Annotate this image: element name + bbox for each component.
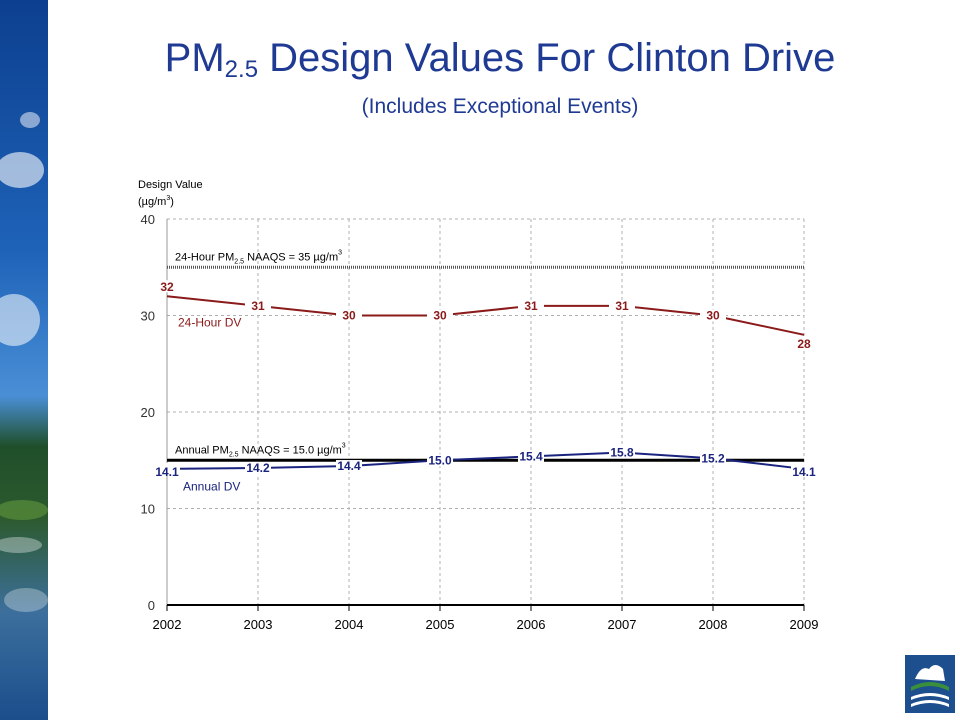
y-tick-label: 40 <box>141 212 155 227</box>
data-label: 14.2 <box>246 461 270 475</box>
x-tick-label: 2004 <box>335 617 364 632</box>
data-label-bg <box>427 454 453 467</box>
y-axis-label-line1: Design Value <box>138 179 203 191</box>
data-label: 15.8 <box>610 446 634 460</box>
standard-label-part: Annual PM <box>175 444 229 456</box>
decorative-side-strip <box>0 0 48 720</box>
title-subscript: 2.5 <box>224 56 259 83</box>
data-label-bg <box>336 309 362 322</box>
y-tick-label: 20 <box>141 405 155 420</box>
data-label-bg <box>791 462 817 475</box>
standard-label-part: 3 <box>342 442 346 449</box>
standard-label-annual: Annual PM2.5 NAAQS = 15.0 µg/m3 <box>175 442 346 458</box>
data-label: 31 <box>615 299 629 313</box>
title-suffix: Design Values For Clinton Drive <box>258 36 836 80</box>
standard-label-part: 24-Hour PM <box>175 251 234 263</box>
data-label-bg <box>518 299 544 312</box>
data-label-bg <box>700 452 726 465</box>
data-label: 14.1 <box>155 465 179 479</box>
data-label: 31 <box>251 299 265 313</box>
page-title: PM2.5 Design Values For Clinton Drive <box>60 34 940 94</box>
data-label: 15.2 <box>701 451 725 465</box>
y-tick-label: 0 <box>148 598 155 613</box>
data-label-bg <box>427 309 453 322</box>
y-axis-label-line2: (µg/m3) <box>138 195 174 208</box>
standard-label-part: 3 <box>338 249 342 256</box>
data-label: 15.4 <box>519 449 543 463</box>
data-label: 14.1 <box>792 465 816 479</box>
title-block: PM2.5 Design Values For Clinton Drive (I… <box>60 34 940 120</box>
legend-annual-dv: Annual DV <box>183 479 240 493</box>
data-label-bg <box>791 336 817 349</box>
data-label-bg <box>245 299 271 312</box>
axis-layer: 0 10 20 30 40 2002 2003 2004 2005 2006 2007 2008 200… <box>141 212 819 632</box>
x-tick-label: 2002 <box>153 617 182 632</box>
y-tick-label: 30 <box>141 309 155 324</box>
data-label: 14.4 <box>337 459 361 473</box>
grid-layer <box>167 218 805 605</box>
data-label: 30 <box>342 309 356 323</box>
x-tick-label: 2006 <box>517 617 546 632</box>
series-line-24hour <box>166 295 805 336</box>
data-label-bg <box>154 462 180 475</box>
series-line-annual <box>166 451 805 470</box>
x-tick-label: 2008 <box>699 617 728 632</box>
standard-label-24hour: 24-Hour PM2.5 NAAQS = 35 µg/m3 <box>175 249 342 265</box>
data-label: 32 <box>160 280 174 294</box>
standard-label-part: 2.5 <box>234 258 244 265</box>
title-prefix: PM <box>164 36 225 80</box>
data-label-bg <box>609 446 635 459</box>
x-tick-label: 2003 <box>244 617 273 632</box>
y-axis-label-prefix: (µg/m <box>138 196 166 208</box>
data-label: 30 <box>433 309 447 323</box>
legend-24hour-dv: 24-Hour DV <box>178 315 241 329</box>
data-label: 15.0 <box>428 453 452 467</box>
data-label-bg <box>518 450 544 463</box>
agency-logo <box>905 655 955 713</box>
x-tick-label: 2009 <box>790 617 819 632</box>
data-label-bg <box>245 461 271 474</box>
y-axis-label-sup: 3 <box>166 195 170 202</box>
data-label: 30 <box>706 309 720 323</box>
standard-label-part: 2.5 <box>229 451 239 458</box>
x-tick-label: 2005 <box>426 617 455 632</box>
x-tick-label: 2007 <box>608 617 637 632</box>
page-subtitle: (Includes Exceptional Events) <box>361 95 639 118</box>
data-label-bg <box>609 299 635 312</box>
standard-label-part: NAAQS = 35 µg/m <box>244 251 338 263</box>
data-label: 31 <box>524 299 538 313</box>
data-label-bg <box>700 309 726 322</box>
data-label-bg <box>336 460 362 473</box>
series-layer: 32 31 30 30 31 31 30 28 24-Hour DV 14.1 14.2 14.4 15… <box>154 280 817 493</box>
data-label-bg <box>154 280 180 293</box>
y-axis-label-suffix: ) <box>170 196 174 208</box>
standard-label-part: NAAQS = 15.0 µg/m <box>239 444 342 456</box>
y-tick-label: 10 <box>141 502 155 517</box>
data-label: 28 <box>797 337 811 351</box>
